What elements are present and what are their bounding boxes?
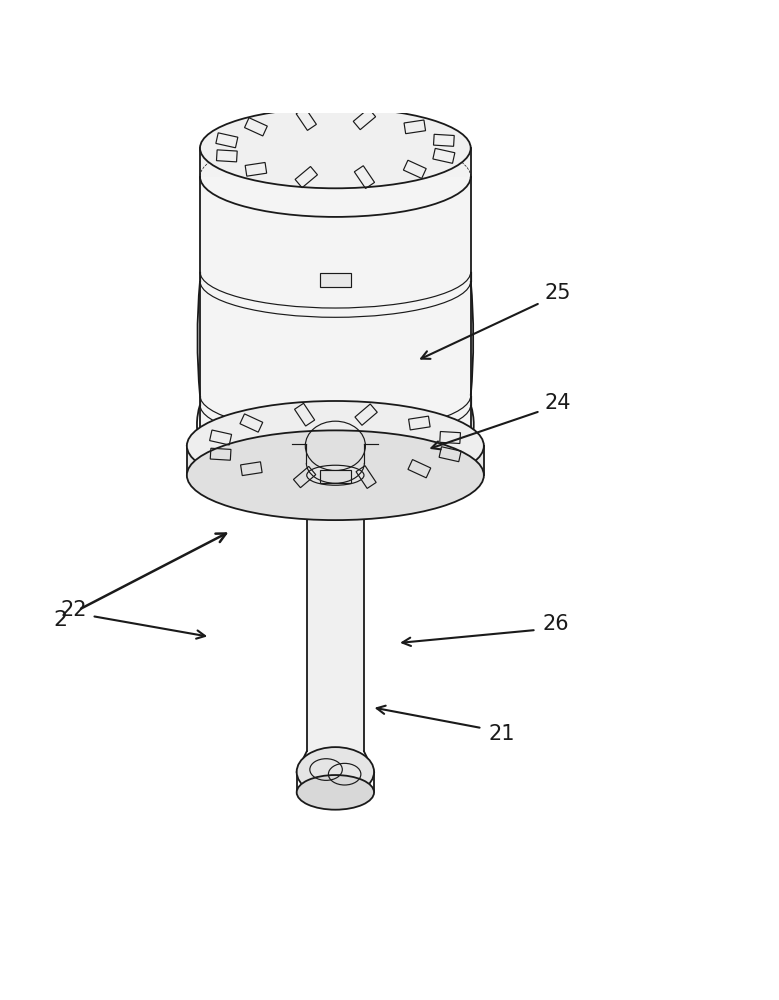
Ellipse shape [307,465,364,485]
Ellipse shape [297,775,374,810]
Bar [200,148,471,177]
Text: 24: 24 [545,393,571,413]
Ellipse shape [187,401,484,491]
Ellipse shape [187,430,484,520]
Text: 26: 26 [542,614,569,634]
Bar [200,177,471,444]
Bar [187,446,484,475]
Text: 21: 21 [488,724,515,744]
Text: 2: 2 [54,610,68,630]
Text: 25: 25 [545,283,571,303]
Ellipse shape [200,108,471,188]
Text: 22: 22 [61,600,87,620]
Bar [320,470,351,483]
Bar [307,475,364,751]
Ellipse shape [297,747,374,797]
Bar [320,273,351,287]
